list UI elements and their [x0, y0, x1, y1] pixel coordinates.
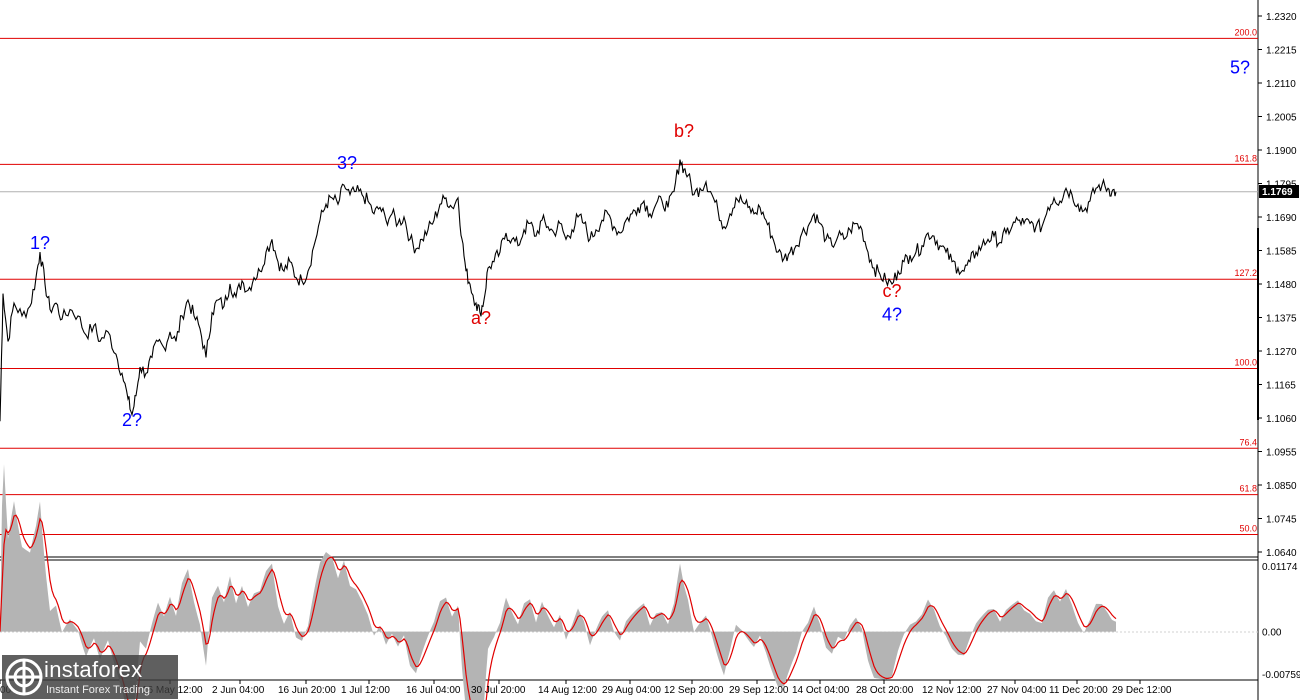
time-tick-label: 16 Jul 04:00 — [406, 685, 461, 696]
macd-indicator — [0, 464, 1258, 700]
wave-label: 2? — [122, 410, 142, 430]
fib-level-label: 200.0 — [1234, 27, 1257, 37]
price-tick-label: 1.2110 — [1266, 79, 1296, 90]
indicator-tick-label: 0.00 — [1262, 628, 1282, 639]
current-price-label: 1.1769 — [1262, 187, 1293, 198]
fib-level-label: 76.4 — [1239, 437, 1257, 447]
indicator-tick-label: 0.01174 — [1262, 562, 1298, 573]
wave-label: 1? — [30, 233, 50, 253]
time-tick-label: 12 Sep 20:00 — [664, 685, 724, 696]
time-tick-label: 14 Oct 04:00 — [792, 685, 850, 696]
price-tick-label: 1.1690 — [1266, 213, 1297, 224]
price-axis: 1.23201.22151.21101.20051.19001.17951.16… — [1258, 12, 1297, 559]
time-tick-label: 1 Jul 12:00 — [341, 685, 390, 696]
price-tick-label: 1.1480 — [1266, 280, 1297, 291]
price-tick-label: 1.1375 — [1266, 314, 1297, 325]
wave-label: 4? — [882, 305, 902, 325]
fibonacci-levels: 200.0 161.8 127.2 100.0 76.4 61.8 50.0 — [0, 27, 1258, 535]
indicator-signal-line — [0, 514, 1117, 700]
wave-label: c? — [882, 281, 901, 301]
price-series-line — [0, 159, 1117, 422]
fib-level-label: 100.0 — [1234, 358, 1257, 368]
price-tick-label: 1.2215 — [1266, 46, 1297, 57]
price-tick-label: 1.1165 — [1266, 381, 1296, 392]
wave-label: 3? — [337, 153, 357, 173]
wave-label: 5? — [1230, 57, 1250, 77]
logo-icon — [5, 658, 43, 696]
fib-level-label: 161.8 — [1234, 153, 1257, 163]
time-tick-label: 29 Sep 12:00 — [729, 685, 789, 696]
wave-label: b? — [674, 121, 694, 141]
time-tick-label: 29 Aug 04:00 — [602, 685, 661, 696]
price-tick-label: 1.0955 — [1266, 448, 1297, 459]
price-tick-label: 1.2320 — [1266, 12, 1297, 23]
time-tick-label: 14 Aug 12:00 — [538, 685, 597, 696]
time-tick-label: 2 Jun 04:00 — [212, 685, 265, 696]
wave-labels: 1? 2? 3? a? b? c? 4? 5? — [30, 57, 1250, 430]
price-tick-label: 1.1900 — [1266, 146, 1297, 157]
price-tick-label: 1.0745 — [1266, 515, 1297, 526]
price-tick-label: 1.0640 — [1266, 548, 1297, 559]
time-tick-label: 16 Jun 20:00 — [278, 685, 336, 696]
instaforex-logo: instaforex Instant Forex Trading — [2, 655, 178, 699]
price-tick-label: 1.1585 — [1266, 247, 1297, 258]
wave-label: a? — [471, 308, 491, 328]
time-tick-label: 11 Dec 20:00 — [1049, 685, 1108, 696]
current-price-badge: 1.1769 — [1259, 185, 1299, 198]
time-tick-label: 30 Jul 20:00 — [471, 685, 526, 696]
fib-level-label: 50.0 — [1239, 523, 1257, 533]
logo-tagline: Instant Forex Trading — [46, 684, 150, 696]
fib-level-label: 61.8 — [1239, 484, 1257, 494]
price-tick-label: 1.0850 — [1266, 481, 1297, 492]
logo-brand: instaforex — [44, 657, 143, 682]
time-tick-label: 29 Dec 12:00 — [1112, 685, 1172, 696]
indicator-tick-label: -0.00759 — [1262, 670, 1300, 681]
price-tick-label: 1.1270 — [1266, 347, 1297, 358]
indicator-axis: 0.01174 0.00 -0.00759 — [1262, 562, 1300, 681]
fib-level-label: 127.2 — [1234, 268, 1257, 278]
price-tick-label: 1.1060 — [1266, 414, 1297, 425]
price-tick-label: 1.2005 — [1266, 113, 1297, 124]
time-tick-label: 27 Nov 04:00 — [987, 685, 1047, 696]
time-tick-label: 28 Oct 20:00 — [856, 685, 914, 696]
time-tick-label: 12 Nov 12:00 — [922, 685, 982, 696]
